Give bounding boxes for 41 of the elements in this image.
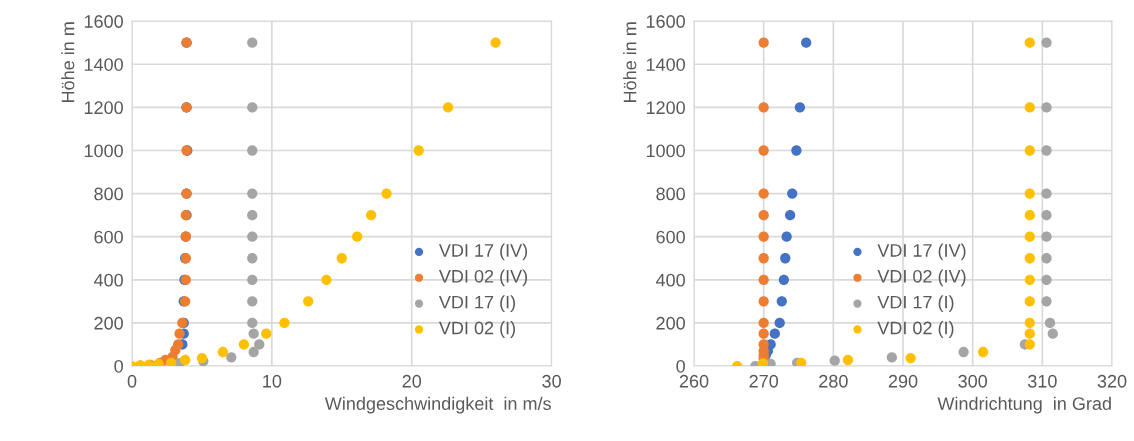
y-tick-label: 200: [656, 316, 685, 330]
y-tick-label: 400: [655, 273, 685, 287]
x-tick-label: 270: [749, 374, 779, 388]
legend-label: VDI 02 (IV): [438, 269, 528, 287]
x-tick-label: 20: [402, 374, 422, 388]
y-axis-title: Höhe in m: [61, 22, 75, 102]
y-axis-title: Höhe in m: [623, 22, 637, 102]
y-tick-label: 1600: [84, 15, 123, 28]
y-tick-label: 600: [94, 230, 123, 244]
y-tick-label: 0: [676, 359, 685, 373]
y-tick-label: 800: [656, 187, 685, 201]
y-tick-label: 1400: [646, 58, 685, 71]
y-tick-label: 1200: [646, 101, 685, 115]
y-tick-label: 200: [94, 316, 123, 330]
legend-label: VDI 02 (I): [438, 321, 515, 338]
y-tick-label: 800: [94, 187, 123, 201]
legend-label: VDI 17 (I): [438, 295, 515, 313]
x-axis-title: Windrichtung in Grad: [937, 396, 1111, 414]
x-tick-label: 30: [542, 374, 561, 388]
x-tick-label: 290: [888, 374, 918, 388]
y-tick-label: 1000: [646, 144, 685, 158]
legend-label: VDI 02 (I): [877, 321, 954, 338]
x-tick-label: 0: [127, 374, 137, 388]
y-tick-label: 600: [656, 230, 685, 244]
y-tick-label: 0: [114, 359, 123, 373]
x-tick-label: 310: [1027, 374, 1057, 388]
x-tick-label: 320: [1097, 374, 1127, 388]
legend-label: VDI 17 (IV): [877, 243, 966, 261]
x-tick-label: 300: [958, 374, 988, 388]
x-tick-label: 260: [679, 374, 709, 388]
y-tick-label: 1000: [84, 144, 123, 158]
y-tick-label: 1600: [646, 15, 685, 28]
y-tick-label: 400: [93, 273, 123, 287]
x-tick-label: 10: [263, 374, 282, 388]
x-tick-label: 280: [819, 374, 848, 388]
legend-label: VDI 17 (IV): [438, 243, 528, 261]
legend-label: VDI 02 (IV): [877, 269, 966, 287]
y-tick-label: 1200: [84, 101, 123, 115]
y-tick-label: 1400: [84, 58, 123, 71]
legend-label: VDI 17 (I): [877, 295, 954, 313]
x-axis-title: Windgeschwindigkeit in m/s: [324, 396, 551, 414]
